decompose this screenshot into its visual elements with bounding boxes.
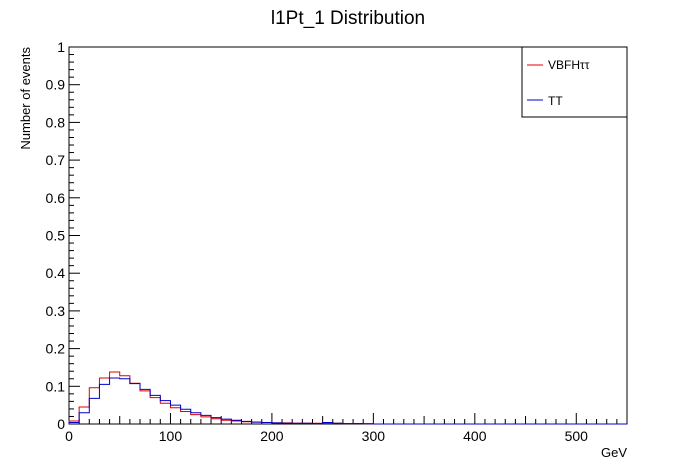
series-layer xyxy=(68,371,627,425)
y-axis: 0 0.1 0.2 0.3 0.4 0.5 0.6 0.7 0.8 0.9 1 xyxy=(46,39,66,432)
x-tick-label: 500 xyxy=(565,428,589,444)
chart-title: l1Pt_1 Distribution xyxy=(271,8,425,29)
y-tick-label: 0 xyxy=(57,416,65,432)
series-line-vbfhtautau xyxy=(68,371,627,425)
y-minor-ticks xyxy=(69,46,80,425)
y-tick-label: 0.7 xyxy=(46,152,66,168)
legend: VBFHττ TT xyxy=(521,46,628,118)
y-tick-label: 0.9 xyxy=(46,77,66,93)
y-tick-label: 0.6 xyxy=(46,190,66,206)
x-axis: 0 100 200 300 400 500 xyxy=(65,428,588,444)
y-tick-label: 1 xyxy=(57,39,65,55)
y-tick-label: 0.1 xyxy=(46,378,66,394)
y-tick-label: 0.8 xyxy=(46,114,66,130)
y-tick-label: 0.2 xyxy=(46,341,66,357)
legend-box xyxy=(521,46,628,118)
y-tick-label: 0.5 xyxy=(46,228,66,244)
y-tick-label: 0.4 xyxy=(46,265,66,281)
series-line-tt xyxy=(68,377,627,425)
x-tick-label: 200 xyxy=(260,428,284,444)
x-tick-label: 300 xyxy=(362,428,386,444)
legend-label: VBFHττ xyxy=(548,58,590,72)
y-tick-label: 0.3 xyxy=(46,303,66,319)
x-tick-label: 0 xyxy=(65,428,73,444)
x-axis-title: GeV xyxy=(601,445,627,460)
x-tick-label: 100 xyxy=(159,428,183,444)
x-minor-ticks xyxy=(68,413,628,424)
legend-label: TT xyxy=(548,94,563,108)
y-axis-title: Number of events xyxy=(18,47,33,150)
x-tick-label: 400 xyxy=(463,428,487,444)
